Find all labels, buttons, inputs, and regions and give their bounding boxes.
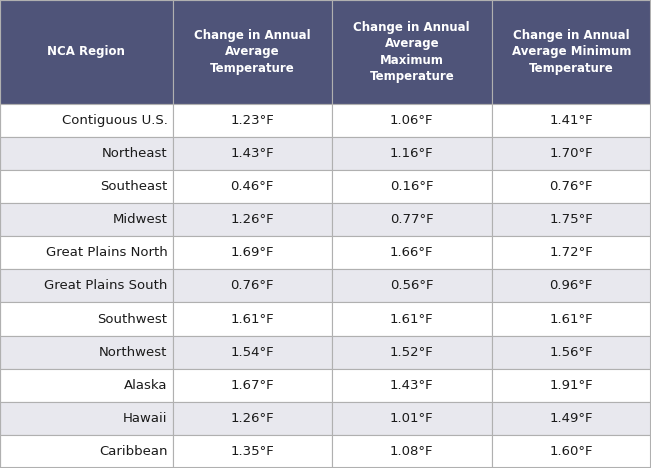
Text: 1.67°F: 1.67°F (230, 379, 274, 392)
Bar (173, 435, 332, 468)
Text: Caribbean: Caribbean (99, 445, 167, 458)
Bar (0, 203, 173, 236)
Text: 1.23°F: 1.23°F (230, 114, 274, 127)
Text: 1.60°F: 1.60°F (549, 445, 593, 458)
Bar (0, 336, 173, 369)
Bar (173, 0, 332, 104)
Bar (492, 270, 651, 302)
Bar (0, 435, 173, 468)
Bar (173, 236, 332, 270)
Bar (332, 0, 492, 104)
Text: 1.70°F: 1.70°F (549, 147, 593, 160)
Text: 1.01°F: 1.01°F (390, 412, 434, 425)
Bar (492, 0, 651, 104)
Text: Great Plains South: Great Plains South (44, 279, 167, 292)
Text: 1.35°F: 1.35°F (230, 445, 274, 458)
Text: 0.96°F: 0.96°F (549, 279, 593, 292)
Bar (492, 402, 651, 435)
Text: 1.49°F: 1.49°F (549, 412, 593, 425)
Text: Change in Annual
Average
Maximum
Temperature: Change in Annual Average Maximum Tempera… (353, 21, 470, 83)
Bar (173, 203, 332, 236)
Text: 1.16°F: 1.16°F (390, 147, 434, 160)
Bar (0, 170, 173, 203)
Text: 0.16°F: 0.16°F (390, 180, 434, 193)
Bar (0, 402, 173, 435)
Text: 0.56°F: 0.56°F (390, 279, 434, 292)
Bar (173, 137, 332, 170)
Bar (492, 170, 651, 203)
Bar (0, 137, 173, 170)
Bar (492, 302, 651, 336)
Bar (492, 137, 651, 170)
Bar (332, 170, 492, 203)
Bar (0, 369, 173, 402)
Text: 1.75°F: 1.75°F (549, 213, 593, 226)
Text: 1.08°F: 1.08°F (390, 445, 434, 458)
Text: 1.56°F: 1.56°F (549, 346, 593, 358)
Bar (332, 435, 492, 468)
Bar (492, 435, 651, 468)
Text: 1.72°F: 1.72°F (549, 246, 593, 259)
Text: 0.76°F: 0.76°F (549, 180, 593, 193)
Bar (332, 236, 492, 270)
Bar (332, 104, 492, 137)
Bar (492, 369, 651, 402)
Bar (0, 104, 173, 137)
Text: 1.41°F: 1.41°F (549, 114, 593, 127)
Text: 1.66°F: 1.66°F (390, 246, 434, 259)
Text: 1.26°F: 1.26°F (230, 412, 274, 425)
Text: 1.69°F: 1.69°F (230, 246, 274, 259)
Text: 0.77°F: 0.77°F (390, 213, 434, 226)
Bar (0, 236, 173, 270)
Bar (173, 302, 332, 336)
Text: 1.52°F: 1.52°F (390, 346, 434, 358)
Text: 1.26°F: 1.26°F (230, 213, 274, 226)
Bar (0, 302, 173, 336)
Bar (173, 170, 332, 203)
Text: 0.46°F: 0.46°F (230, 180, 274, 193)
Text: Contiguous U.S.: Contiguous U.S. (62, 114, 167, 127)
Text: Northeast: Northeast (102, 147, 167, 160)
Bar (173, 369, 332, 402)
Bar (492, 236, 651, 270)
Text: Change in Annual
Average
Temperature: Change in Annual Average Temperature (194, 29, 311, 75)
Text: NCA Region: NCA Region (48, 45, 125, 58)
Text: 1.43°F: 1.43°F (230, 147, 274, 160)
Text: 1.06°F: 1.06°F (390, 114, 434, 127)
Text: 1.61°F: 1.61°F (390, 313, 434, 326)
Bar (332, 137, 492, 170)
Text: 0.76°F: 0.76°F (230, 279, 274, 292)
Bar (332, 402, 492, 435)
Bar (0, 270, 173, 302)
Text: 1.61°F: 1.61°F (230, 313, 274, 326)
Bar (173, 336, 332, 369)
Bar (332, 270, 492, 302)
Text: Alaska: Alaska (124, 379, 167, 392)
Bar (173, 402, 332, 435)
Text: Hawaii: Hawaii (123, 412, 167, 425)
Bar (332, 203, 492, 236)
Text: Change in Annual
Average Minimum
Temperature: Change in Annual Average Minimum Tempera… (512, 29, 631, 75)
Bar (492, 104, 651, 137)
Text: 1.61°F: 1.61°F (549, 313, 593, 326)
Bar (173, 104, 332, 137)
Text: Northwest: Northwest (99, 346, 167, 358)
Bar (0, 0, 173, 104)
Text: Southwest: Southwest (98, 313, 167, 326)
Bar (173, 270, 332, 302)
Text: Midwest: Midwest (113, 213, 167, 226)
Bar (332, 336, 492, 369)
Text: 1.54°F: 1.54°F (230, 346, 274, 358)
Text: Great Plains North: Great Plains North (46, 246, 167, 259)
Text: Southeast: Southeast (100, 180, 167, 193)
Bar (332, 369, 492, 402)
Text: 1.43°F: 1.43°F (390, 379, 434, 392)
Bar (332, 302, 492, 336)
Bar (492, 336, 651, 369)
Text: 1.91°F: 1.91°F (549, 379, 593, 392)
Bar (492, 203, 651, 236)
